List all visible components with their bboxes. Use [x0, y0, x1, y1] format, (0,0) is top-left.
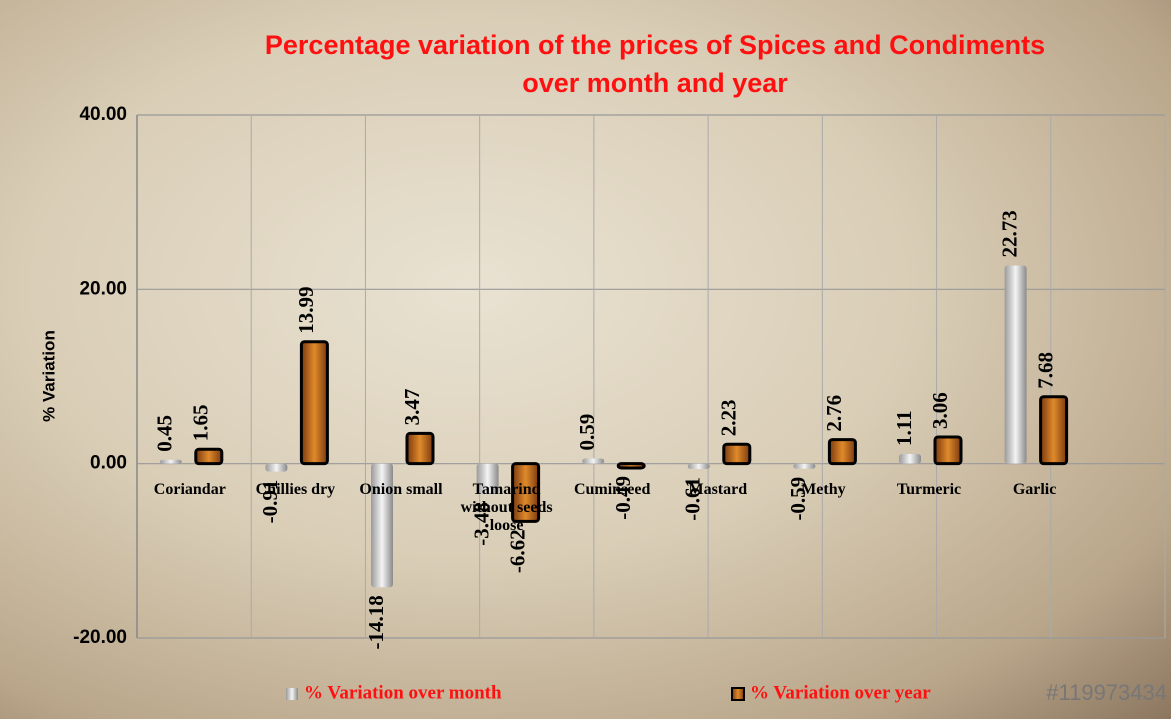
- value-label: -3.48: [469, 502, 493, 546]
- x-tick-label: Cuminseed: [573, 480, 651, 498]
- bar: [1039, 395, 1069, 466]
- bar: [405, 431, 435, 466]
- x-tick-label: Onion small: [359, 480, 443, 498]
- bar: [299, 340, 329, 466]
- value-label: 1.65: [189, 405, 213, 442]
- y-tick-label: -20.00: [73, 627, 127, 648]
- value-label: 0.59: [575, 414, 599, 451]
- legend-label: % Variation over month: [304, 682, 502, 703]
- value-label: 2.76: [822, 395, 846, 432]
- bar: [616, 462, 646, 470]
- bar: [159, 459, 182, 464]
- bar: [722, 442, 752, 466]
- bar: [194, 447, 224, 466]
- value-label: 1.11: [892, 410, 916, 446]
- value-label: -0.61: [681, 477, 705, 521]
- title-line: Percentage variation of the prices of Sp…: [265, 30, 1045, 60]
- bar: [265, 463, 288, 472]
- value-label: 13.99: [294, 286, 318, 333]
- bar: [371, 463, 393, 588]
- value-label: -0.59: [786, 477, 810, 521]
- value-label: 0.45: [153, 415, 177, 452]
- bar: [827, 438, 857, 466]
- value-label: -6.62: [505, 529, 529, 573]
- value-label: 7.68: [1033, 352, 1057, 389]
- y-tick-label: 40.00: [79, 104, 127, 125]
- value-label: 3.06: [928, 392, 952, 429]
- value-label: -0.91: [258, 480, 282, 524]
- x-tick-label: Garlic: [1012, 480, 1057, 498]
- bar: [899, 453, 921, 464]
- value-label: -0.49: [611, 476, 635, 520]
- bar: [476, 463, 499, 495]
- value-label: -14.18: [364, 595, 388, 649]
- y-axis-label: % Variation: [39, 330, 58, 422]
- legend-label: % Variation over year: [750, 682, 931, 703]
- x-tick-label: Tamarind without seeds loose: [460, 480, 553, 534]
- value-label: 22.73: [997, 210, 1021, 257]
- legend-swatch: [286, 688, 298, 700]
- value-label: 2.23: [717, 399, 741, 436]
- y-tick-label: 0.00: [90, 453, 127, 474]
- bar: [793, 463, 816, 469]
- title-line: over month and year: [522, 68, 788, 98]
- x-tick-label: Chillies dry: [255, 480, 336, 498]
- value-label: 3.47: [400, 389, 424, 426]
- legend-swatch: [731, 687, 745, 701]
- x-tick-label: Mastard: [688, 480, 748, 498]
- x-tick-label: Methy: [801, 480, 846, 498]
- chart-title: Percentage variation of the prices of Sp…: [265, 30, 1045, 98]
- y-tick-label: 20.00: [79, 278, 127, 299]
- bar: [582, 458, 605, 464]
- bar: [687, 463, 710, 469]
- x-tick-label: Coriandar: [153, 480, 226, 498]
- bar: [511, 462, 541, 523]
- x-tick-label: Turmeric: [896, 480, 962, 498]
- watermark: #119973434: [1046, 680, 1167, 705]
- bar: [1004, 265, 1027, 464]
- bar: [933, 435, 963, 466]
